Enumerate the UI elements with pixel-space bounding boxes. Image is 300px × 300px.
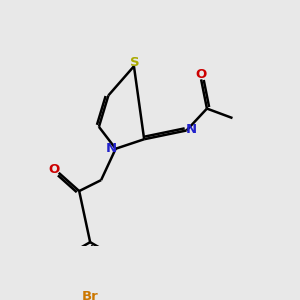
Text: O: O (48, 163, 59, 176)
Text: S: S (130, 56, 140, 69)
Text: N: N (186, 123, 197, 136)
Text: Br: Br (82, 290, 98, 300)
Text: N: N (106, 142, 117, 155)
Text: O: O (196, 68, 207, 81)
